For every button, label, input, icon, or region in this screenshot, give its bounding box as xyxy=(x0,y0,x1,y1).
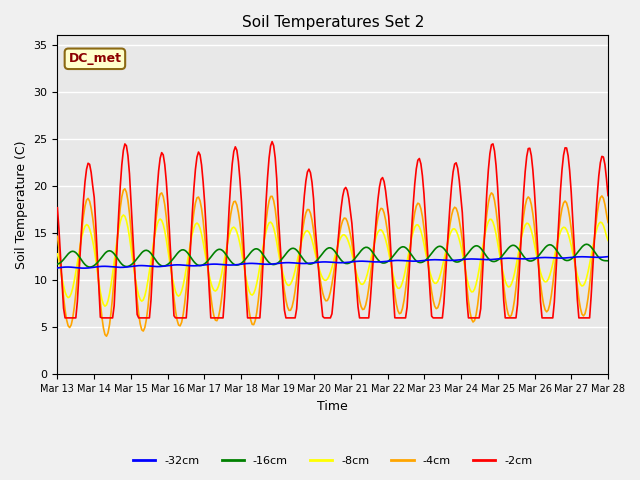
X-axis label: Time: Time xyxy=(317,400,348,413)
Text: DC_met: DC_met xyxy=(68,52,122,65)
Legend: -32cm, -16cm, -8cm, -4cm, -2cm: -32cm, -16cm, -8cm, -4cm, -2cm xyxy=(129,452,536,470)
Title: Soil Temperatures Set 2: Soil Temperatures Set 2 xyxy=(241,15,424,30)
Y-axis label: Soil Temperature (C): Soil Temperature (C) xyxy=(15,141,28,269)
